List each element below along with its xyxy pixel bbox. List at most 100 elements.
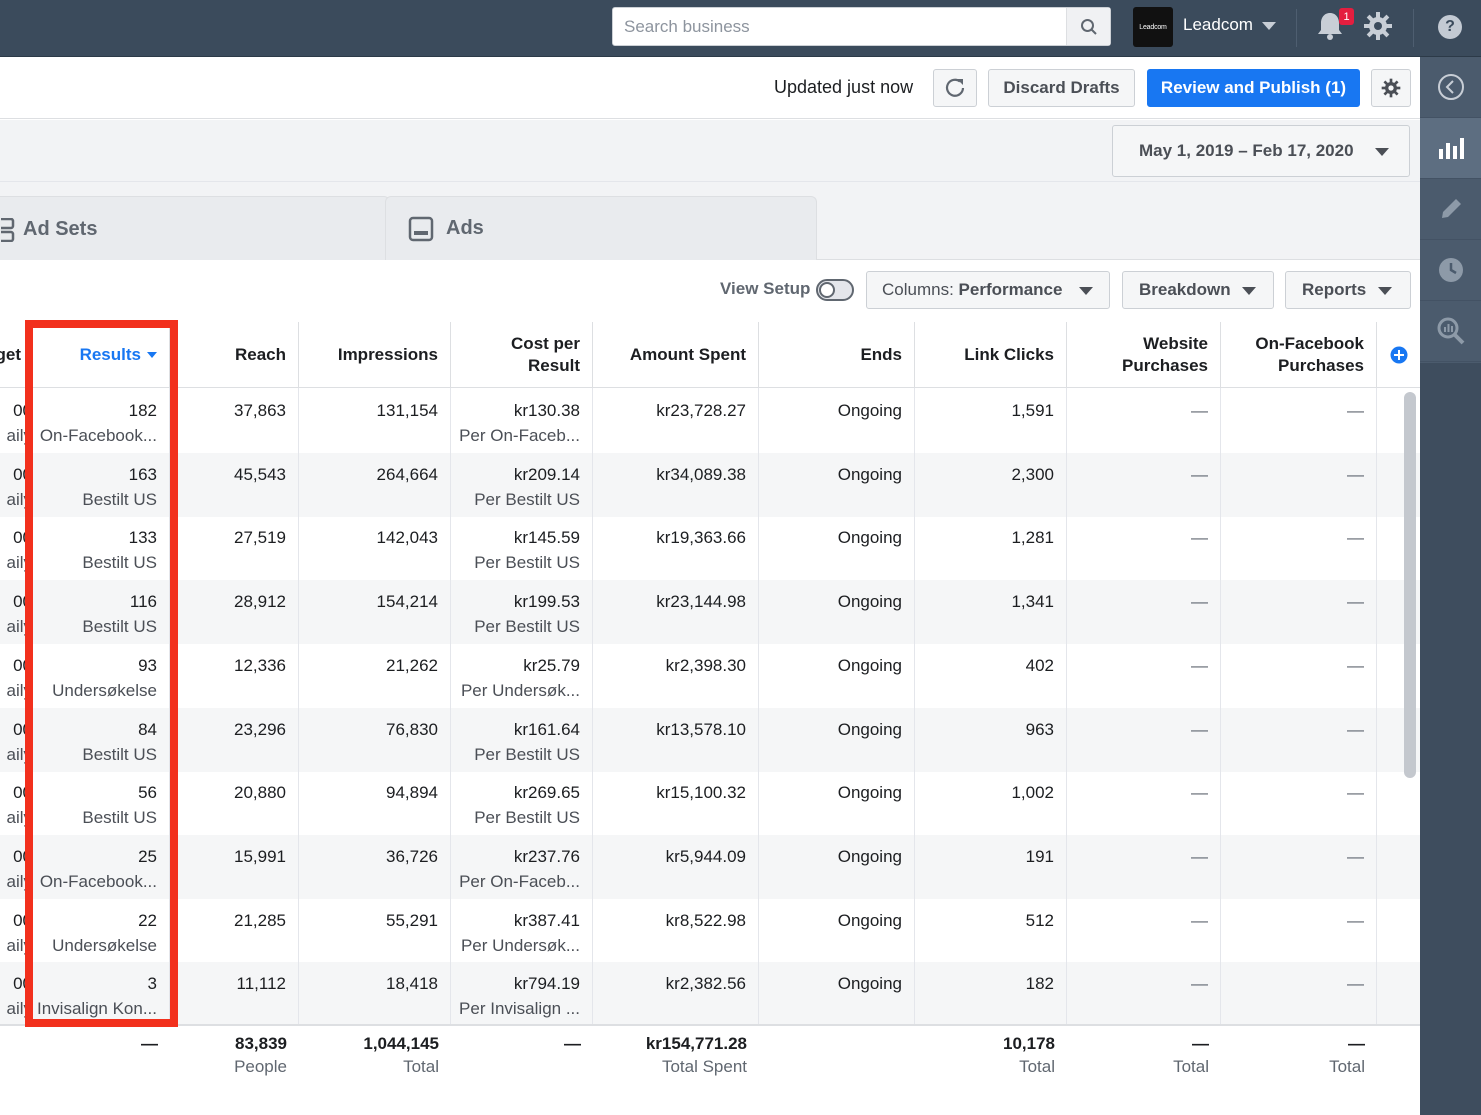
cell-results: 25 <box>138 846 157 866</box>
search-button[interactable] <box>1066 8 1110 45</box>
cell-ends: Ongoing <box>837 401 902 420</box>
cell-cost-per-result-subtext: Per Undersøk... <box>460 935 580 955</box>
edit-button[interactable] <box>1420 179 1481 240</box>
cell-facebook-purchases: — <box>1347 910 1364 930</box>
cell-ends: Ongoing <box>837 974 902 994</box>
cell-results: 163 <box>128 464 157 484</box>
chevron-down-icon[interactable] <box>1262 22 1276 30</box>
column-header-label: Amount Spent <box>629 344 746 364</box>
cell-website-purchases: — <box>1191 592 1208 612</box>
cell-impressions: 55,291 <box>386 910 438 930</box>
help-icon[interactable]: ? <box>1438 15 1462 39</box>
review-publish-button[interactable]: Review and Publish (1) <box>1147 69 1360 107</box>
tab-ad-sets[interactable]: Ad Sets <box>0 196 390 260</box>
cell-facebook-purchases: — <box>1347 592 1364 612</box>
cell-link-clicks: 963 <box>1025 719 1054 739</box>
column-header-reach[interactable]: Reach <box>170 322 299 388</box>
chevron-down-icon <box>1378 287 1392 295</box>
table-row[interactable]: 00 aily 182 On-Facebook... 37,863 131,154 kr13… <box>0 389 1420 453</box>
vertical-scrollbar[interactable] <box>1404 392 1416 778</box>
cell-results: 56 <box>138 783 157 803</box>
date-range-picker[interactable]: May 1, 2019 – Feb 17, 2020 <box>1112 125 1410 177</box>
column-header-label: Results <box>79 344 141 364</box>
column-header-label-line2: Purchases <box>1278 355 1364 375</box>
business-name[interactable]: Leadcom <box>1183 15 1253 34</box>
cell-results: 116 <box>129 592 157 612</box>
gear-icon[interactable] <box>1363 11 1393 46</box>
cell-cost-per-result: kr209.14 <box>513 464 580 484</box>
table-row[interactable]: 00 aily 133 Bestilt US 27,519 142,043 kr145.59… <box>0 516 1420 580</box>
table-row[interactable]: 00 aily 3 Invisalign Kon... 11,112 18,418 kr79… <box>0 962 1420 1027</box>
search-box[interactable] <box>612 7 1111 46</box>
table-row[interactable]: 00 aily 93 Undersøkelse 12,336 21,262 kr25.79 P… <box>0 644 1420 708</box>
view-setup-label: View Setup <box>720 279 811 298</box>
columns-dropdown[interactable]: Columns: Performance <box>866 271 1110 309</box>
table-row[interactable]: 00 aily 116 Bestilt US 28,912 154,214 kr199.53… <box>0 580 1420 645</box>
column-header-website-purchases[interactable]: Website Purchases <box>1067 322 1221 388</box>
breakdown-label: Breakdown <box>1139 280 1231 299</box>
cell-cost-per-result: kr161.64 <box>513 719 580 739</box>
cell-results-subtext: Undersøkelse <box>52 680 157 700</box>
column-header-link-clicks[interactable]: Link Clicks <box>915 322 1067 388</box>
column-divider <box>592 388 593 1115</box>
cell-impressions: 142,043 <box>376 528 438 548</box>
cell-results-subtext: Invisalign Kon... <box>36 999 157 1019</box>
bar-chart-icon <box>1438 138 1464 159</box>
add-column-button[interactable] <box>1377 322 1420 388</box>
cell-cost-per-result: kr25.79 <box>523 655 580 675</box>
cell-results-subtext: On-Facebook... <box>39 426 157 445</box>
column-divider <box>298 388 299 1115</box>
cell-reach: 37,863 <box>234 401 286 420</box>
magnifier-chart-icon <box>1437 317 1464 345</box>
discard-drafts-button[interactable]: Discard Drafts <box>988 69 1135 107</box>
inspect-button[interactable] <box>1420 301 1481 362</box>
column-header-results[interactable]: Results <box>32 322 170 388</box>
toggle-knob <box>819 282 835 298</box>
cell-facebook-purchases: — <box>1347 719 1364 739</box>
business-logo[interactable]: Leadcom <box>1133 7 1173 47</box>
ad-sets-icon <box>1 218 15 242</box>
bell-icon[interactable] <box>1316 10 1344 47</box>
view-setup-toggle[interactable] <box>816 279 854 301</box>
cell-results-subtext: Bestilt US <box>82 808 157 828</box>
sort-descending-icon <box>147 351 157 358</box>
cell-website-purchases: — <box>1191 655 1208 675</box>
column-header-facebook-purchases[interactable]: On-Facebook Purchases <box>1221 322 1377 388</box>
column-header-impressions[interactable]: Impressions <box>299 322 451 388</box>
chevron-down-icon <box>1375 148 1389 156</box>
column-header-label-line1: Cost per <box>511 333 580 353</box>
cell-cost-per-result-subtext: Per On-Faceb... <box>459 426 580 445</box>
cell-results: 22 <box>138 910 157 930</box>
cell-cost-per-result-subtext: Per Bestilt US <box>474 553 580 573</box>
chevron-down-icon <box>1079 287 1093 295</box>
refresh-button[interactable] <box>933 69 977 107</box>
table-row[interactable]: 00 aily 163 Bestilt US 45,543 264,664 kr209.14… <box>0 452 1420 517</box>
reports-dropdown[interactable]: Reports <box>1285 271 1411 309</box>
column-header-ends[interactable]: Ends <box>759 322 915 388</box>
clock-icon <box>1438 258 1463 282</box>
history-button[interactable] <box>1420 240 1481 301</box>
total-web-value: — <box>1192 1034 1209 1053</box>
column-header-cost-per-result[interactable]: Cost per Result <box>451 322 593 388</box>
divider <box>1296 9 1297 47</box>
column-header-amount-spent[interactable]: Amount Spent <box>593 322 759 388</box>
performance-chart-button[interactable] <box>1420 118 1481 179</box>
cell-cost-per-result: kr145.59 <box>513 528 580 548</box>
cell-reach: 15,991 <box>234 846 286 866</box>
collapse-button[interactable] <box>1420 57 1481 118</box>
cell-ends: Ongoing <box>837 655 902 675</box>
total-cpr-value: — <box>564 1034 581 1053</box>
settings-button[interactable] <box>1371 69 1411 107</box>
rail-empty-area <box>1420 363 1481 1115</box>
table-row[interactable]: 00 aily 56 Bestilt US 20,880 94,894 kr269.65 Pe… <box>0 771 1420 835</box>
cell-link-clicks: 1,591 <box>1011 401 1054 420</box>
cell-facebook-purchases: — <box>1347 464 1364 484</box>
total-impressions-label: Total <box>403 1057 439 1076</box>
search-input[interactable] <box>613 8 1065 45</box>
breakdown-dropdown[interactable]: Breakdown <box>1122 271 1274 309</box>
table-row[interactable]: 00 aily 22 Undersøkelse 21,285 55,291 kr387.41… <box>0 899 1420 963</box>
table-row[interactable]: 00 aily 25 On-Facebook... 15,991 36,726 kr237.… <box>0 834 1420 899</box>
table-row[interactable]: 00 aily 84 Bestilt US 23,296 76,830 kr161.64 Pe… <box>0 707 1420 772</box>
cell-impressions: 94,894 <box>386 783 438 803</box>
tab-ads[interactable]: Ads <box>385 196 817 260</box>
